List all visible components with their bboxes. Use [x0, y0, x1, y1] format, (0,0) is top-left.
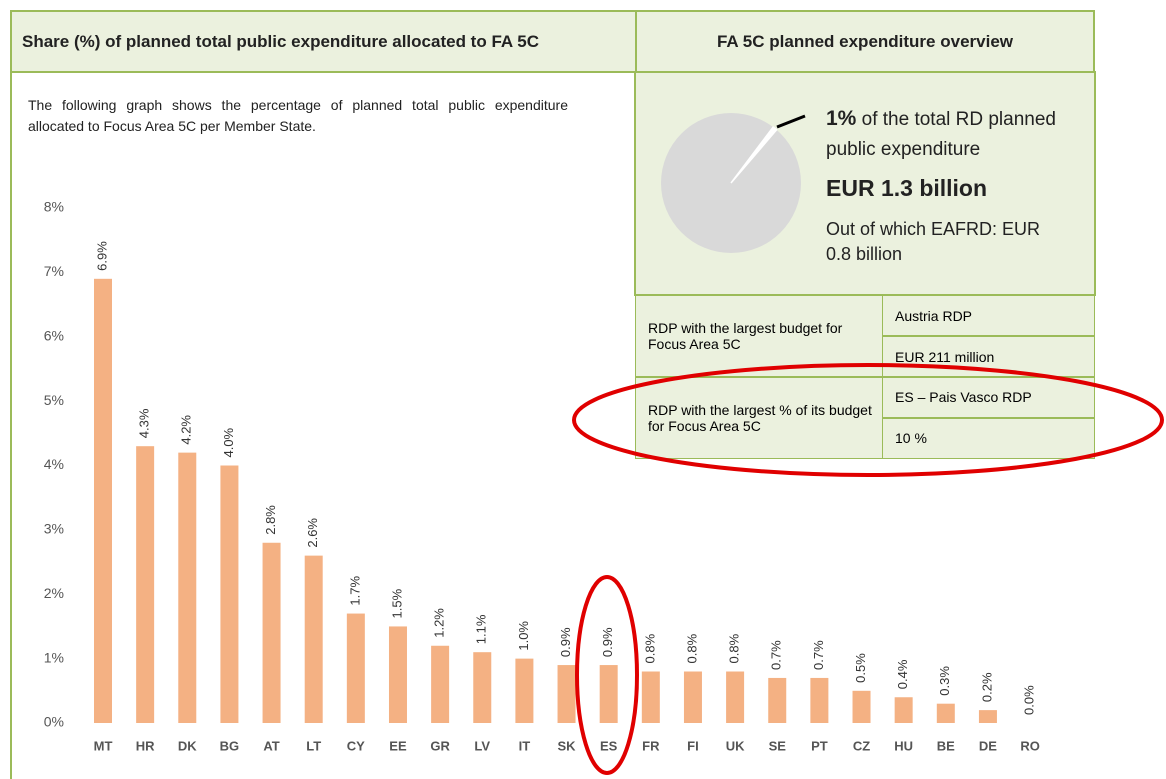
eafrd: Out of which EAFRD: EUR 0.8 billion	[826, 219, 1041, 264]
overview-title: FA 5C planned expenditure overview	[635, 10, 1095, 73]
pie-slice	[730, 126, 778, 184]
leader-line	[776, 114, 806, 129]
row-value: Austria RDP	[882, 295, 1095, 336]
description: The following graph shows the percentage…	[28, 97, 568, 134]
row-value: 10 %	[882, 417, 1095, 459]
row-value: EUR 211 million	[882, 336, 1095, 377]
left-title: Share (%) of planned total public expend…	[10, 10, 637, 73]
row-label: RDP with the largest % of its budget for…	[635, 376, 883, 459]
share-text: 1% of the total RD planned public expend…	[826, 104, 1091, 165]
row-label: RDP with the largest budget for Focus Ar…	[635, 295, 883, 377]
total: EUR 1.3 billion	[826, 175, 988, 201]
share-value: 1%	[826, 107, 857, 130]
share-desc: of the total RD planned public expenditu…	[826, 109, 1056, 160]
row-value: ES – Pais Vasco RDP	[882, 376, 1095, 418]
